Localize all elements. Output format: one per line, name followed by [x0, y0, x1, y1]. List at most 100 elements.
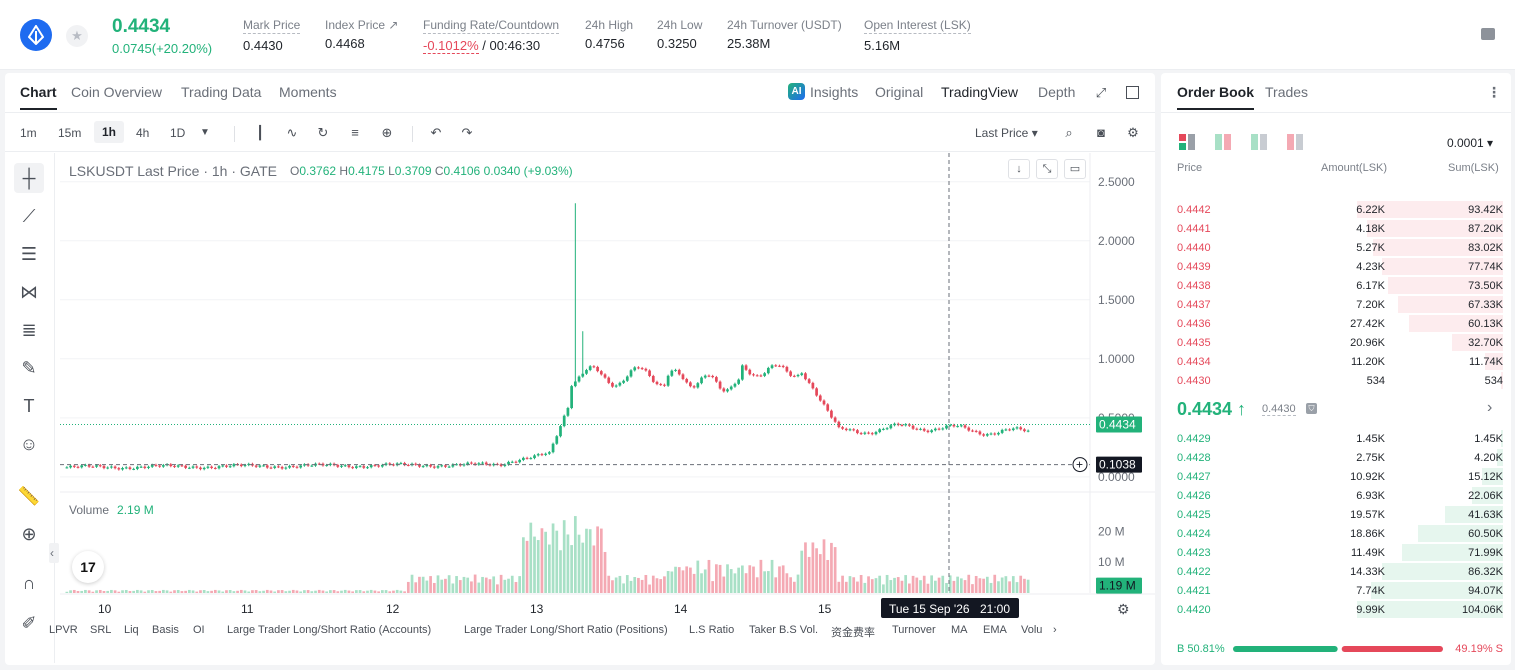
chevron-right-icon[interactable]: › [1053, 624, 1057, 636]
ask-row[interactable]: 0.4442 6.22K 93.42K [1169, 200, 1503, 219]
bid-row[interactable]: 0.4424 18.86K 60.50K [1169, 524, 1503, 543]
ask-row[interactable]: 0.4440 5.27K 83.02K [1169, 238, 1503, 257]
candles-icon[interactable]: ┃ [256, 125, 264, 140]
more-menu-icon[interactable]: ⋮ [1487, 84, 1501, 100]
view-original[interactable]: Original [875, 84, 924, 100]
ask-row[interactable]: 0.4437 7.20K 67.33K [1169, 295, 1503, 314]
pattern-icon[interactable]: ⋈ [20, 281, 38, 302]
hlines-icon[interactable]: ☰ [20, 243, 38, 264]
indicator-ema[interactable]: EMA [983, 624, 1007, 636]
ask-row[interactable]: 0.4441 4.18K 87.20K [1169, 219, 1503, 238]
indicator-taker-vol[interactable]: Taker B.S Vol. [749, 624, 819, 636]
bid-row[interactable]: 0.4425 19.57K 41.63K [1169, 505, 1503, 524]
expand-icon[interactable]: ⤢ [1095, 85, 1107, 100]
bid-row[interactable]: 0.4428 2.75K 4.20K [1169, 448, 1503, 467]
window-icon[interactable] [1126, 86, 1139, 99]
ask-row[interactable]: 0.4436 27.42K 60.13K [1169, 314, 1503, 333]
magnet-icon[interactable]: ∩ [22, 572, 36, 593]
candle-body [622, 380, 625, 383]
add-alert-icon[interactable]: ⊕ [381, 125, 393, 140]
bid-row[interactable]: 0.4426 6.93K 22.06K [1169, 486, 1503, 505]
bid-row[interactable]: 0.4420 9.99K 104.06K [1169, 600, 1503, 619]
tf-1m[interactable]: 1m [20, 126, 37, 140]
indicator-liq[interactable]: Liq [124, 624, 139, 636]
search-icon[interactable]: ⌕ [1065, 125, 1073, 140]
indicator-ls-ratio[interactable]: L.S Ratio [689, 624, 735, 636]
ask-row[interactable]: 0.4430 534 534 [1169, 371, 1503, 390]
chevron-right-icon[interactable]: › [1487, 399, 1493, 416]
stat-index-price[interactable]: Index Price ↗ 0.4468 [325, 18, 399, 51]
ask-row[interactable]: 0.4439 4.23K 77.74K [1169, 257, 1503, 276]
tab-trading-data[interactable]: Trading Data [181, 84, 262, 100]
candle-body [525, 457, 529, 459]
settings-gear-icon[interactable]: ⚙ [1127, 125, 1139, 140]
bids-only-icon[interactable] [1251, 134, 1267, 150]
tf-15m[interactable]: 15m [58, 126, 82, 140]
ask-row[interactable]: 0.4435 20.96K 32.70K [1169, 333, 1503, 352]
tab-coin-overview[interactable]: Coin Overview [71, 84, 163, 100]
zoom-in-icon[interactable]: ⊕ [21, 523, 37, 544]
indicator-turnover[interactable]: Turnover [892, 624, 936, 636]
camera-icon[interactable]: ◙ [1097, 125, 1105, 140]
bid-row[interactable]: 0.4427 10.92K 15.12K [1169, 467, 1503, 486]
both-sides-alt-icon[interactable] [1215, 134, 1231, 150]
candle-body [355, 466, 358, 468]
tradingview-logo-icon[interactable]: 17 [72, 551, 104, 583]
indicator-basis[interactable]: Basis [152, 624, 179, 636]
scroll-down-icon[interactable]: ↓ [1008, 159, 1030, 179]
redo-icon[interactable]: ↷ [461, 125, 473, 140]
crosshair-icon[interactable]: ┼ [14, 163, 44, 193]
asks-only-icon[interactable] [1287, 134, 1303, 150]
bid-row[interactable]: 0.4429 1.45K 1.45K [1169, 429, 1503, 448]
bid-price: 0.4422 [1177, 566, 1211, 578]
view-tradingview[interactable]: TradingView [941, 84, 1019, 100]
indicator-lt-positions[interactable]: Large Trader Long/Short Ratio (Positions… [464, 624, 668, 636]
volume-bar [696, 560, 700, 593]
favorite-star-icon[interactable]: ★ [66, 25, 88, 47]
maximize-pane-icon[interactable]: ▭ [1064, 159, 1086, 179]
indicators-icon[interactable]: ∿ [286, 125, 298, 140]
indicator-oi[interactable]: OI [193, 624, 205, 636]
time-axis-settings-icon: ⚙ [1117, 601, 1130, 617]
book-icon[interactable] [1481, 28, 1495, 40]
brush-icon[interactable]: ✎ [21, 357, 37, 378]
pencil-icon[interactable]: ✐ [21, 612, 37, 633]
both-sides-mode-icon[interactable] [1179, 134, 1195, 150]
price-type-select[interactable]: Last Price ▾ [975, 126, 1038, 140]
bid-row[interactable]: 0.4421 7.74K 94.07K [1169, 581, 1503, 600]
ruler-icon[interactable]: 📏 [17, 485, 41, 506]
text-tool-icon[interactable]: T [23, 395, 35, 416]
collapse-icon[interactable]: ⤡ [1036, 159, 1058, 179]
tab-moments[interactable]: Moments [279, 84, 337, 100]
indicator-funding-rate[interactable]: 资金费率 [831, 627, 875, 639]
candle-body [288, 465, 291, 468]
bid-row[interactable]: 0.4422 14.33K 86.32K [1169, 562, 1503, 581]
precision-select[interactable]: 0.0001 ▾ [1447, 136, 1494, 150]
indicator-ma[interactable]: MA [951, 624, 968, 636]
bid-row[interactable]: 0.4423 11.49K 71.99K [1169, 543, 1503, 562]
view-insights[interactable]: Insights [810, 84, 859, 100]
tab-trades[interactable]: Trades [1265, 84, 1309, 100]
candle-body [599, 371, 603, 375]
indicator-lpvr[interactable]: LPVR [49, 624, 78, 636]
emoji-icon[interactable]: ☺ [19, 433, 39, 454]
timeframe-dropdown-icon[interactable]: ▼ [200, 127, 210, 138]
indicator-lt-accounts[interactable]: Large Trader Long/Short Ratio (Accounts) [227, 624, 432, 636]
tab-order-book[interactable]: Order Book [1177, 84, 1255, 110]
tf-1h[interactable]: 1h [94, 121, 125, 143]
ask-row[interactable]: 0.4438 6.17K 73.50K [1169, 276, 1503, 295]
fib-icon[interactable]: ≣ [21, 319, 37, 340]
indicator-srl[interactable]: SRL [90, 624, 112, 636]
replay-icon[interactable]: ↻ [317, 125, 329, 140]
ask-row[interactable]: 0.4434 11.20K 11.74K [1169, 352, 1503, 371]
view-depth[interactable]: Depth [1038, 84, 1076, 100]
tf-1d[interactable]: 1D [170, 126, 186, 140]
trendline-icon[interactable]: ⟋ [22, 205, 36, 226]
volume-bar [885, 574, 889, 593]
undo-icon[interactable]: ↶ [430, 125, 442, 140]
tab-chart[interactable]: Chart [20, 84, 57, 110]
indicator-volume[interactable]: Volu [1021, 624, 1043, 636]
tf-4h[interactable]: 4h [136, 126, 150, 140]
templates-icon[interactable]: ≡ [351, 125, 359, 140]
